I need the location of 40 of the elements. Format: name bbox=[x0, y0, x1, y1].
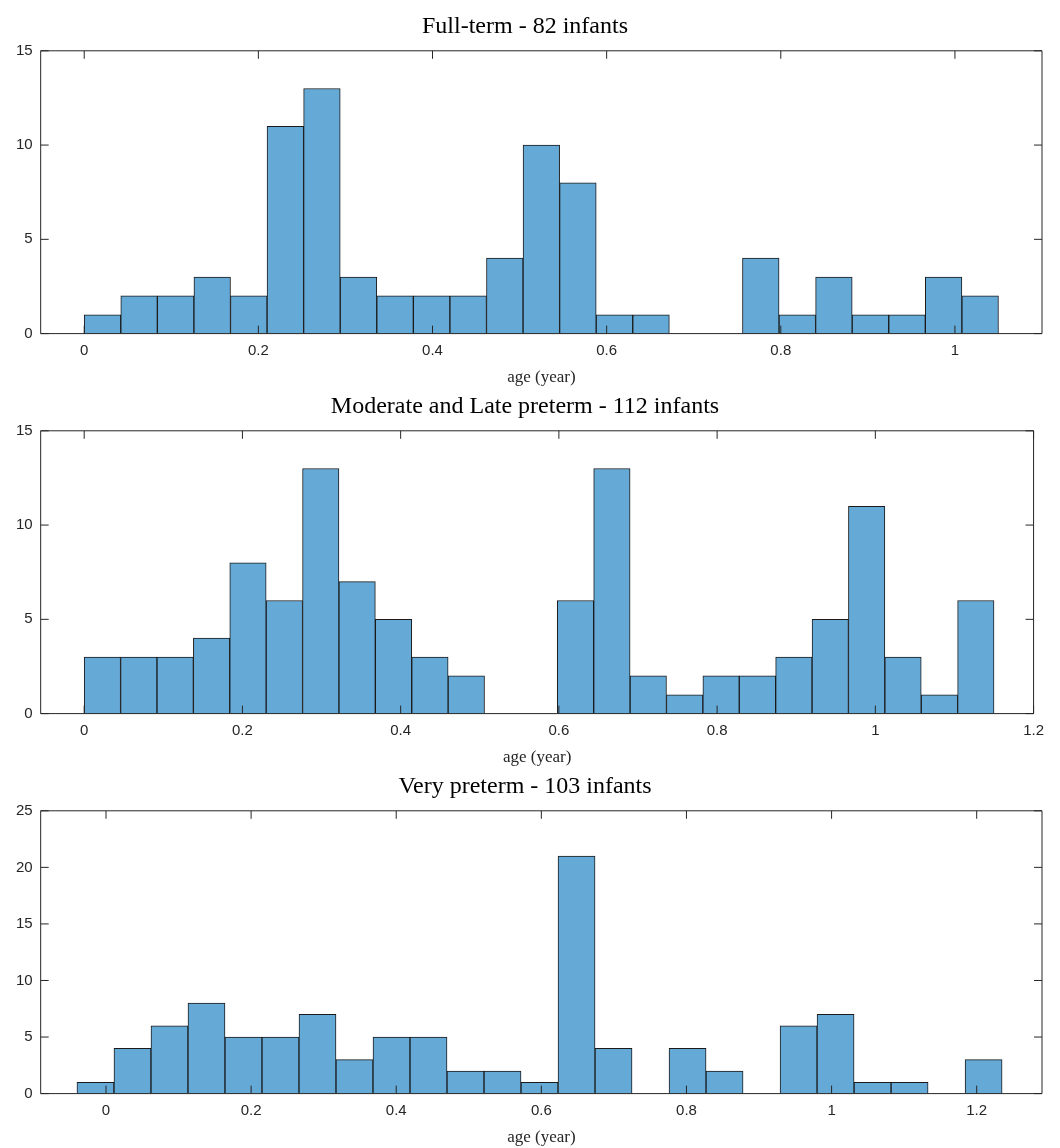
x-axis-title: age (year) bbox=[502, 747, 572, 767]
y-tick-label: 5 bbox=[24, 609, 33, 627]
x-axis-title: age (year) bbox=[507, 1127, 576, 1147]
x-tick-label: 0 bbox=[80, 720, 89, 738]
x-tick-label: 1.2 bbox=[1023, 720, 1044, 738]
y-tick-label: 0 bbox=[24, 1083, 33, 1101]
x-tick-label: 0.8 bbox=[676, 1100, 697, 1118]
x-tick-label: 0.8 bbox=[706, 720, 728, 738]
y-tick-label: 15 bbox=[16, 40, 33, 58]
x-tick-label: 0.4 bbox=[390, 720, 412, 738]
x-tick-label: 0.2 bbox=[232, 720, 253, 738]
x-tick-label: 1.2 bbox=[966, 1100, 988, 1118]
y-tick-label: 5 bbox=[24, 1027, 33, 1045]
y-tick-label: 5 bbox=[24, 229, 33, 247]
x-tick-label: 1 bbox=[871, 720, 880, 738]
y-tick-label: 15 bbox=[16, 914, 33, 932]
x-tick-label: 0.2 bbox=[247, 340, 269, 358]
y-tick-label: 10 bbox=[16, 135, 33, 153]
y-tick-label: 10 bbox=[16, 515, 33, 533]
x-tick-label: 0.2 bbox=[240, 1100, 262, 1118]
x-tick-label: 0.8 bbox=[770, 340, 792, 358]
x-tick-label: 0.6 bbox=[548, 720, 570, 738]
chart-title: Moderate and Late preterm - 112 infants bbox=[330, 391, 720, 418]
x-tick-label: 0.6 bbox=[596, 340, 618, 358]
y-tick-label: 20 bbox=[16, 857, 33, 875]
x-tick-label: 0.4 bbox=[385, 1100, 407, 1118]
chart-title: Very preterm - 103 infants bbox=[398, 771, 652, 798]
y-tick-label: 10 bbox=[16, 970, 33, 988]
x-tick-label: 1 bbox=[950, 340, 960, 358]
y-tick-label: 15 bbox=[16, 420, 33, 438]
x-tick-label: 0 bbox=[101, 1100, 111, 1118]
x-tick-label: 1 bbox=[827, 1100, 836, 1118]
x-tick-label: 0.4 bbox=[422, 340, 443, 358]
x-axis-title: age (year) bbox=[507, 367, 576, 387]
x-tick-label: 0.6 bbox=[530, 1100, 552, 1118]
chart-title: Full-term - 82 infants bbox=[422, 11, 628, 38]
y-tick-label: 25 bbox=[16, 800, 33, 818]
y-tick-label: 0 bbox=[24, 703, 33, 721]
y-tick-label: 0 bbox=[24, 323, 33, 341]
x-tick-label: 0 bbox=[80, 340, 89, 358]
